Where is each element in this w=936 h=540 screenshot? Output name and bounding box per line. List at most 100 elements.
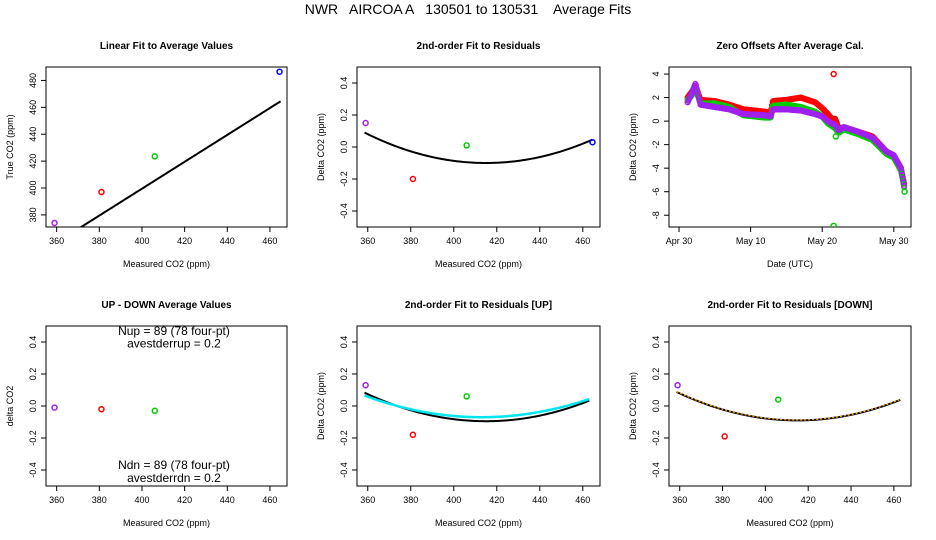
x-axis-label: Measured CO2 (ppm) xyxy=(123,518,210,528)
series-point-purple xyxy=(696,96,703,103)
plot-data xyxy=(51,404,159,415)
y-tick-label: -2 xyxy=(651,141,661,149)
x-tick-label: 440 xyxy=(844,495,859,505)
y-tick-label: 0.4 xyxy=(651,336,661,349)
y-axis-label: Delta CO2 (ppm) xyxy=(628,113,638,181)
y-axis-label: Delta CO2 (ppm) xyxy=(316,113,326,181)
data-point-green xyxy=(463,393,470,400)
y-tick-label: 0.2 xyxy=(339,368,349,381)
series-point-purple xyxy=(695,93,702,100)
x-tick-label: 380 xyxy=(715,495,730,505)
series-point-purple xyxy=(899,171,906,179)
data-point-green xyxy=(832,133,840,140)
y-tick-label: -0.2 xyxy=(651,430,661,446)
data-point-green xyxy=(774,396,782,403)
panel-zero-offsets: Zero Offsets After Average Cal. Date (UTC… xyxy=(628,41,912,269)
y-tick-label: -0.2 xyxy=(339,171,349,187)
y-tick-label: 480 xyxy=(28,73,38,88)
y-axis-label: Delta CO2 (ppm) xyxy=(316,372,326,440)
figure-title: NWR AIRCOA A 130501 to 130531 Average Fi… xyxy=(304,1,632,17)
data-point-green xyxy=(151,153,159,160)
x-tick-label: 400 xyxy=(446,236,461,246)
series-point-purple xyxy=(900,179,907,186)
series-point-purple xyxy=(901,182,908,189)
panel-title: Linear Fit to Average Values xyxy=(100,41,234,52)
y-tick-label: 460 xyxy=(28,100,38,115)
x-tick-label: Apr 30 xyxy=(666,236,693,246)
y-tick-label: 0 xyxy=(651,119,661,124)
plot-frame xyxy=(668,325,912,487)
x-axis-label: Measured CO2 (ppm) xyxy=(435,259,522,269)
panel-title: 2nd-order Fit to Residuals [UP] xyxy=(405,300,552,311)
data-point-red xyxy=(409,431,417,439)
y-tick-label: -0.4 xyxy=(28,462,38,478)
panel-residual-fit-up: 2nd-order Fit to Residuals [UP] Measured … xyxy=(316,300,601,528)
panel-title: 2nd-order Fit to Residuals [DOWN] xyxy=(708,300,873,311)
y-tick-label: 0.0 xyxy=(28,400,38,413)
x-tick-label: 360 xyxy=(360,495,375,505)
y-axis-label: True CO2 (ppm) xyxy=(5,114,15,179)
x-axis-label: Measured CO2 (ppm) xyxy=(435,518,522,528)
y-tick-label: 0.0 xyxy=(651,400,661,413)
x-tick-label: 360 xyxy=(49,236,64,246)
data-point-purple xyxy=(362,119,369,127)
x-tick-label: 420 xyxy=(801,495,816,505)
y-tick-label: 2 xyxy=(651,95,661,100)
data-point-red xyxy=(98,405,105,413)
data-point-red xyxy=(721,433,728,440)
x-tick-label: 460 xyxy=(575,236,590,246)
x-tick-label: 400 xyxy=(758,495,773,505)
panel-residual-fit-down: 2nd-order Fit to Residuals [DOWN] Measure… xyxy=(628,300,912,528)
y-tick-label: -0.2 xyxy=(28,430,38,446)
fit-curve-fit_line xyxy=(364,131,593,165)
x-tick-label: 440 xyxy=(532,495,547,505)
annotation-text: avestderrup = 0.2 xyxy=(127,337,221,351)
data-point-purple xyxy=(674,381,681,389)
data-point-purple xyxy=(362,381,369,389)
plot-data xyxy=(362,119,596,183)
annotation-text: avestderrdn = 0.2 xyxy=(127,471,221,485)
x-tick-label: 440 xyxy=(220,495,235,505)
x-tick-label: 380 xyxy=(403,495,418,505)
x-tick-label: 380 xyxy=(92,236,107,246)
panel-title: UP - DOWN Average Values xyxy=(101,300,232,311)
panel-residual-fit: 2nd-order Fit to Residuals Measured CO2 (… xyxy=(316,41,601,269)
data-point-purple xyxy=(51,404,58,411)
y-tick-label: -0.4 xyxy=(339,203,349,219)
series-point-purple xyxy=(692,82,700,89)
plot-frame xyxy=(356,66,601,228)
panel-title: Zero Offsets After Average Cal. xyxy=(716,41,863,52)
y-tick-label: 4 xyxy=(651,72,661,77)
x-axis-label: Measured CO2 (ppm) xyxy=(746,518,833,528)
y-tick-label: -4 xyxy=(651,164,661,172)
series-point-purple xyxy=(694,87,701,95)
fit-curve-up_line xyxy=(364,394,590,419)
plot-data xyxy=(674,381,901,440)
x-tick-label: 460 xyxy=(575,495,590,505)
plot-data xyxy=(51,68,283,227)
series-point-purple xyxy=(897,164,904,172)
y-tick-label: 0.4 xyxy=(339,336,349,349)
x-tick-label: 420 xyxy=(489,495,504,505)
panel-linear-fit: Linear Fit to Average Values Measured CO2… xyxy=(5,41,288,269)
data-point-green xyxy=(901,188,908,195)
y-tick-label: -0.2 xyxy=(339,430,349,446)
annotation-text: Ndn = 89 (78 four-pt) xyxy=(118,458,230,472)
y-axis-label: Delta CO2 (ppm) xyxy=(628,372,638,440)
x-axis-label: Measured CO2 (ppm) xyxy=(123,259,210,269)
plot-frame xyxy=(668,66,912,228)
x-tick-label: 400 xyxy=(134,495,149,505)
x-tick-label: 360 xyxy=(49,495,64,505)
y-tick-label: 0.0 xyxy=(339,141,349,154)
x-tick-label: 460 xyxy=(262,236,277,246)
data-point-purple xyxy=(51,219,58,227)
y-tick-label: 420 xyxy=(28,154,38,169)
x-tick-label: 400 xyxy=(446,495,461,505)
fit-curve-fit_line xyxy=(79,100,282,227)
fit-curve-fit_line xyxy=(676,390,901,422)
x-tick-label: 360 xyxy=(672,495,687,505)
y-tick-label: -0.4 xyxy=(651,462,661,478)
x-tick-label: 420 xyxy=(177,236,192,246)
x-tick-label: 420 xyxy=(177,495,192,505)
